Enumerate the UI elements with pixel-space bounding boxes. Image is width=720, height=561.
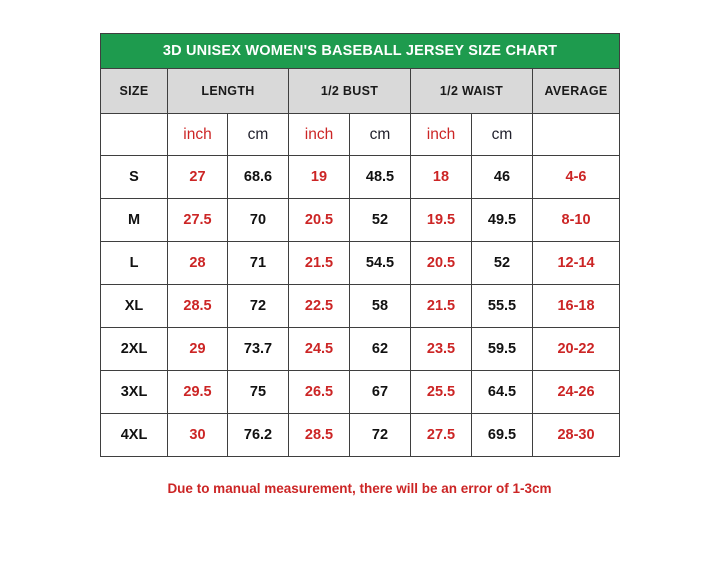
- bust-inch-value: 24.5: [288, 327, 350, 371]
- length-inch-value: 29.5: [167, 370, 228, 414]
- unit-label-inch: inch: [288, 113, 350, 156]
- size-label: 4XL: [100, 413, 168, 457]
- average-value: 20-22: [531, 327, 621, 371]
- waist-inch-value: 21.5: [410, 284, 472, 328]
- size-label: 3XL: [100, 370, 168, 414]
- table-header-row: SIZE LENGTH 1/2 BUST 1/2 WAIST AVERAGE: [100, 68, 621, 114]
- length-cm-value: 75: [227, 370, 289, 414]
- bust-inch-value: 19: [288, 155, 350, 199]
- average-value: 4-6: [531, 155, 621, 199]
- bust-inch-value: 20.5: [288, 198, 350, 242]
- average-value: 8-10: [531, 198, 621, 242]
- waist-cm-value: 49.5: [471, 198, 533, 242]
- waist-inch-value: 25.5: [410, 370, 472, 414]
- empty-cell: [100, 113, 168, 156]
- table-row: 2XL 29 73.7 24.5 62 23.5 59.5 20-22: [100, 327, 621, 371]
- header-half-bust: 1/2 BUST: [288, 68, 411, 114]
- waist-inch-value: 18: [410, 155, 472, 199]
- size-label: M: [100, 198, 168, 242]
- unit-label-cm: cm: [349, 113, 411, 156]
- waist-cm-value: 59.5: [471, 327, 533, 371]
- waist-cm-value: 52: [471, 241, 533, 285]
- empty-cell: [531, 113, 621, 156]
- length-inch-value: 30: [167, 413, 228, 457]
- header-half-waist: 1/2 WAIST: [410, 68, 533, 114]
- waist-cm-value: 64.5: [471, 370, 533, 414]
- unit-label-inch: inch: [410, 113, 472, 156]
- bust-inch-value: 28.5: [288, 413, 350, 457]
- measurement-error-note: Due to manual measurement, there will be…: [167, 481, 552, 496]
- length-inch-value: 29: [167, 327, 228, 371]
- waist-cm-value: 69.5: [471, 413, 533, 457]
- waist-inch-value: 23.5: [410, 327, 472, 371]
- average-value: 24-26: [531, 370, 621, 414]
- table-row: 3XL 29.5 75 26.5 67 25.5 64.5 24-26: [100, 370, 621, 414]
- bust-cm-value: 58: [349, 284, 411, 328]
- unit-label-inch: inch: [167, 113, 228, 156]
- table-row: L 28 71 21.5 54.5 20.5 52 12-14: [100, 241, 621, 285]
- average-value: 28-30: [531, 413, 621, 457]
- table-title-row: 3D UNISEX WOMEN'S BASEBALL JERSEY SIZE C…: [99, 33, 621, 69]
- length-inch-value: 27.5: [167, 198, 228, 242]
- bust-cm-value: 72: [349, 413, 411, 457]
- bust-cm-value: 54.5: [349, 241, 411, 285]
- waist-cm-value: 55.5: [471, 284, 533, 328]
- bust-cm-value: 62: [349, 327, 411, 371]
- bust-inch-value: 22.5: [288, 284, 350, 328]
- bust-cm-value: 52: [349, 198, 411, 242]
- header-length: LENGTH: [167, 68, 289, 114]
- size-label: L: [100, 241, 168, 285]
- average-value: 16-18: [531, 284, 621, 328]
- bust-inch-value: 21.5: [288, 241, 350, 285]
- waist-cm-value: 46: [471, 155, 533, 199]
- waist-inch-value: 19.5: [410, 198, 472, 242]
- bust-inch-value: 26.5: [288, 370, 350, 414]
- header-size: SIZE: [100, 68, 168, 114]
- header-average: AVERAGE: [531, 68, 621, 114]
- waist-inch-value: 20.5: [410, 241, 472, 285]
- size-label: S: [100, 155, 168, 199]
- size-chart-table: 3D UNISEX WOMEN'S BASEBALL JERSEY SIZE C…: [99, 33, 621, 457]
- unit-row: inch cm inch cm inch cm: [100, 113, 621, 156]
- bust-cm-value: 48.5: [349, 155, 411, 199]
- table-row: M 27.5 70 20.5 52 19.5 49.5 8-10: [100, 198, 621, 242]
- waist-inch-value: 27.5: [410, 413, 472, 457]
- length-inch-value: 28.5: [167, 284, 228, 328]
- bust-cm-value: 67: [349, 370, 411, 414]
- unit-label-cm: cm: [471, 113, 533, 156]
- length-cm-value: 71: [227, 241, 289, 285]
- size-label: 2XL: [100, 327, 168, 371]
- length-inch-value: 28: [167, 241, 228, 285]
- average-value: 12-14: [531, 241, 621, 285]
- length-cm-value: 76.2: [227, 413, 289, 457]
- table-row: S 27 68.6 19 48.5 18 46 4-6: [100, 155, 621, 199]
- table-row: 4XL 30 76.2 28.5 72 27.5 69.5 28-30: [100, 413, 621, 457]
- length-cm-value: 72: [227, 284, 289, 328]
- unit-label-cm: cm: [227, 113, 289, 156]
- length-cm-value: 70: [227, 198, 289, 242]
- table-row: XL 28.5 72 22.5 58 21.5 55.5 16-18: [100, 284, 621, 328]
- size-label: XL: [100, 284, 168, 328]
- chart-title: 3D UNISEX WOMEN'S BASEBALL JERSEY SIZE C…: [99, 33, 621, 69]
- length-inch-value: 27: [167, 155, 228, 199]
- length-cm-value: 73.7: [227, 327, 289, 371]
- length-cm-value: 68.6: [227, 155, 289, 199]
